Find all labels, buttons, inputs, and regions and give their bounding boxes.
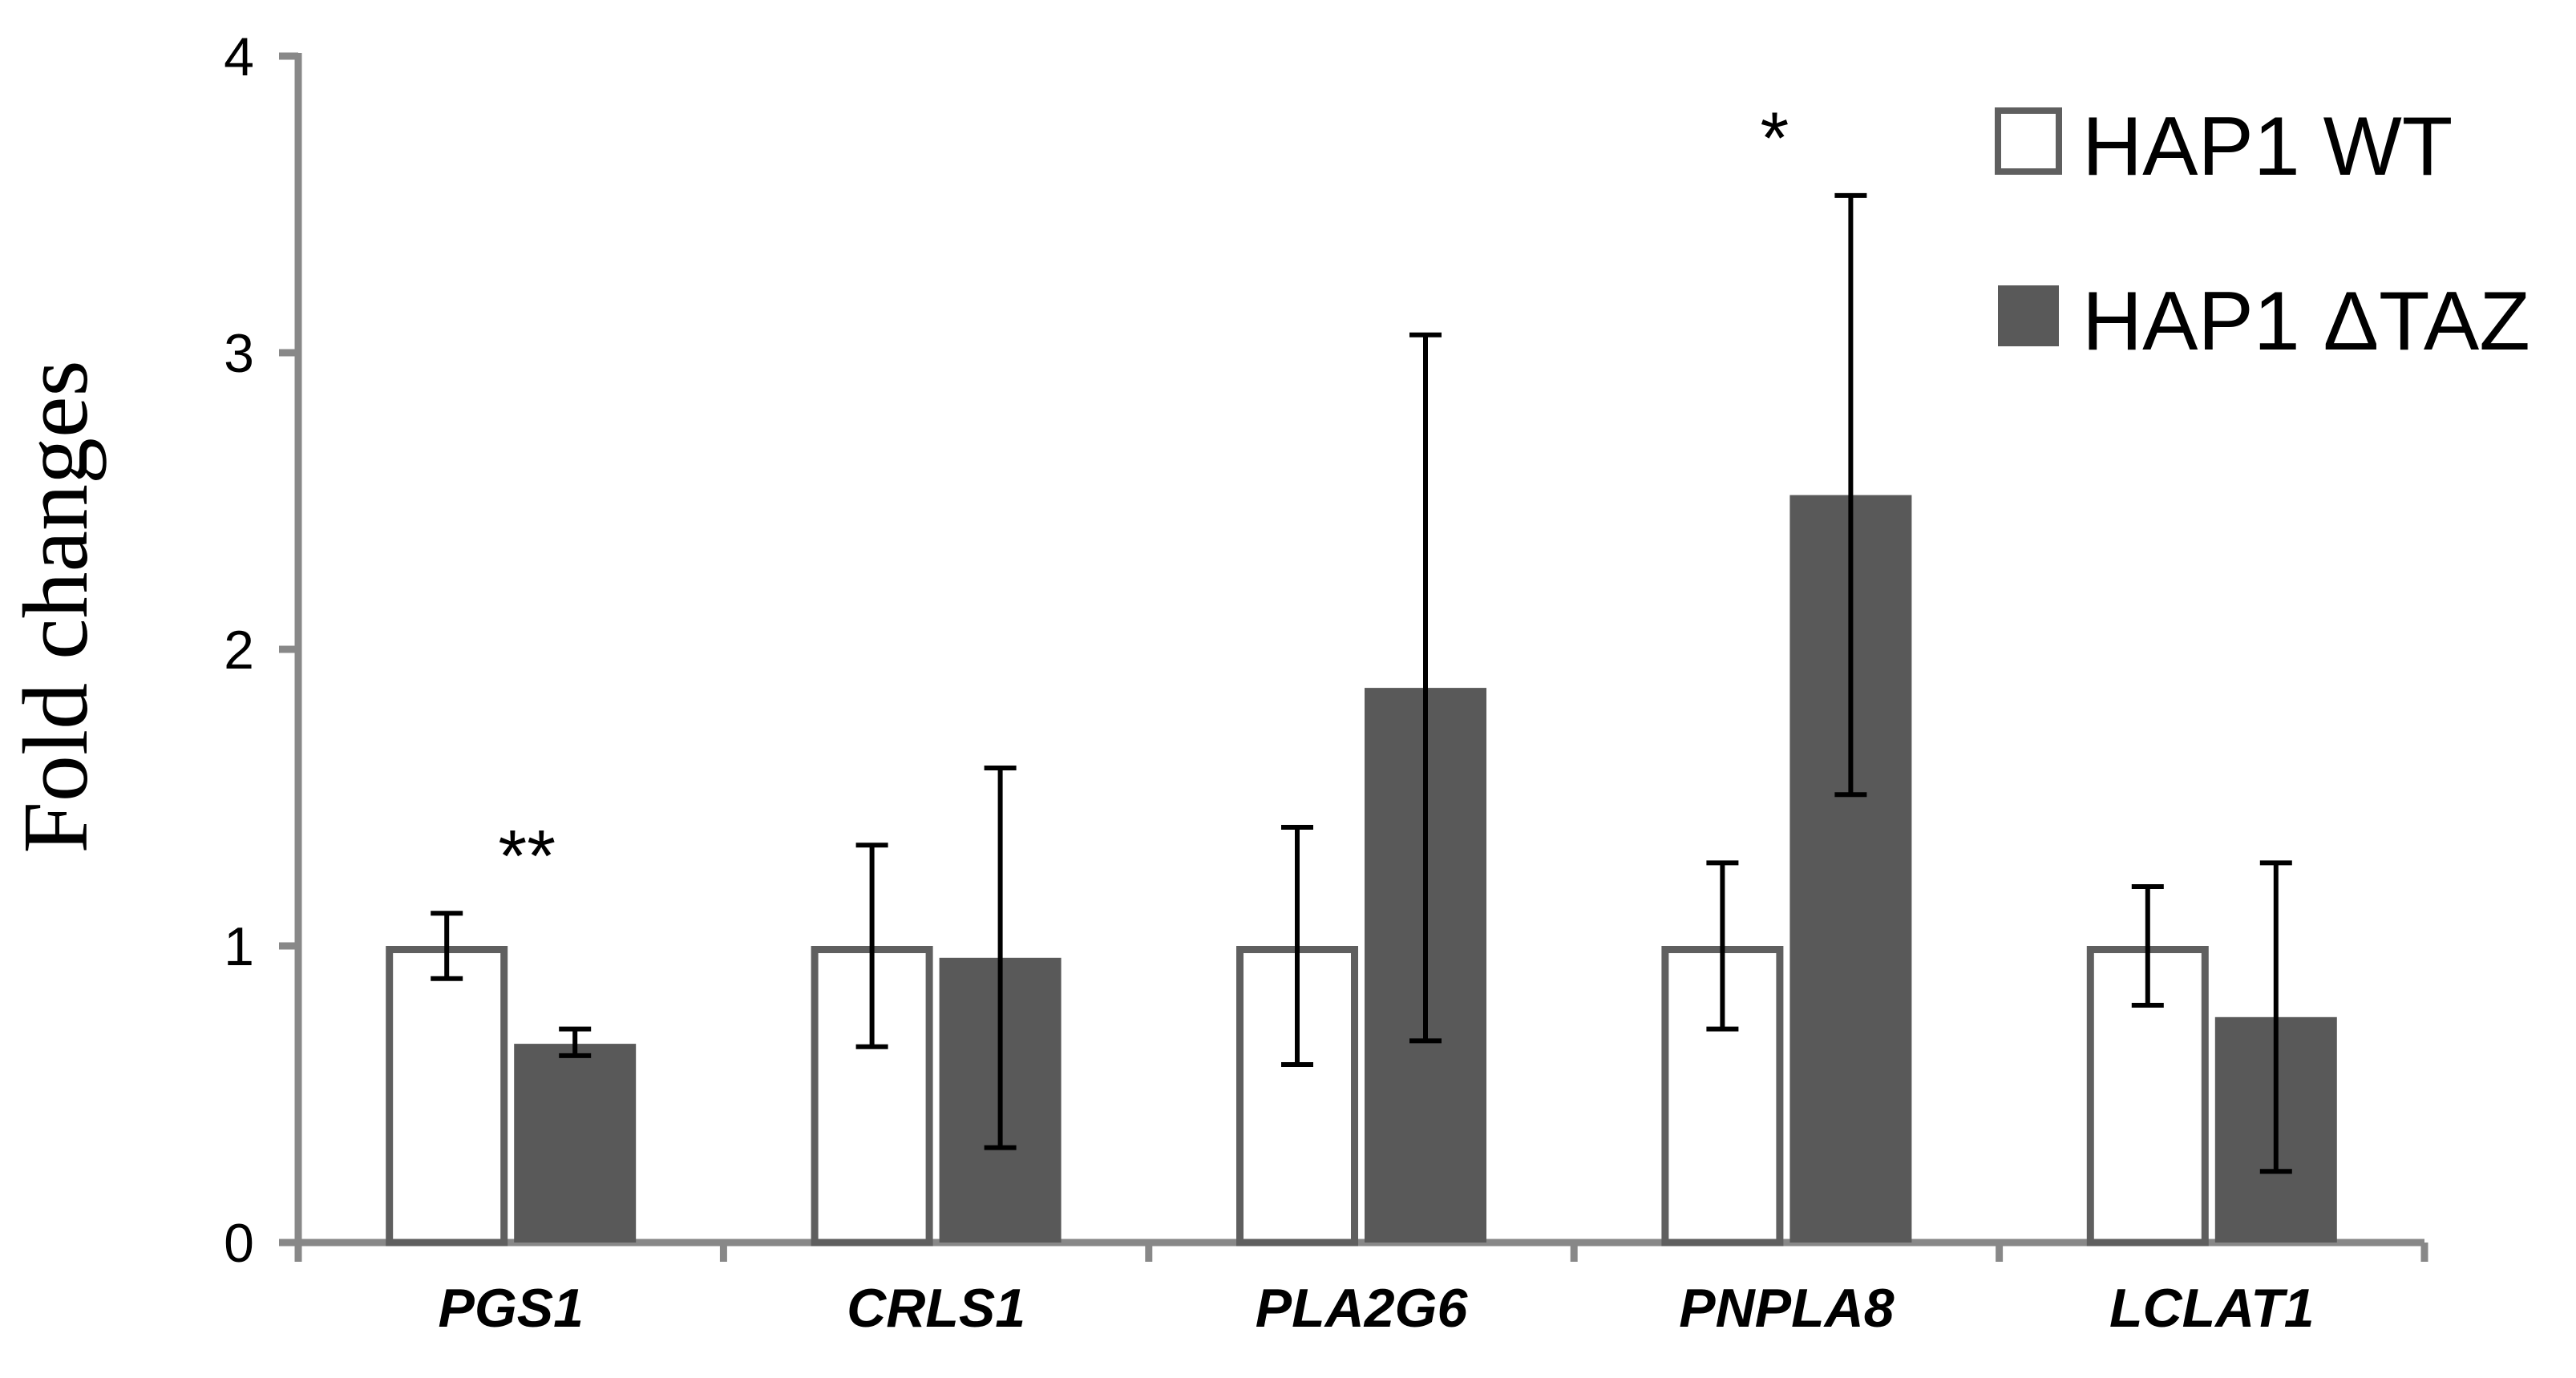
y-axis: 0 1 2 3 4: [224, 26, 302, 1274]
legend-label-wt: HAP1 WT: [2082, 100, 2453, 193]
bar-dtaz: [514, 1044, 637, 1243]
y-tick-label: 2: [224, 620, 254, 681]
legend-swatch-dtaz: [1998, 285, 2059, 346]
error-bars: [431, 192, 2292, 1174]
y-tick-label: 3: [224, 323, 254, 384]
y-tick-label: 4: [224, 26, 254, 87]
legend: HAP1 WT HAP1 ΔTAZ: [1995, 100, 2530, 368]
bar-wt: [386, 946, 508, 1247]
x-category-label: PGS1: [438, 1278, 583, 1339]
x-axis: PGS1 CRLS1 PLA2G6 PNPLA8 LCLAT1: [294, 1239, 2428, 1339]
bar-wt: [811, 946, 933, 1247]
bars: [386, 495, 2337, 1247]
x-category-label: LCLAT1: [2109, 1278, 2315, 1339]
significance-marker: **: [498, 815, 556, 897]
x-category-label: CRLS1: [847, 1278, 1025, 1339]
y-tick-label: 1: [224, 916, 254, 977]
x-category-label: PLA2G6: [1256, 1278, 1469, 1339]
significance-marker: *: [1760, 98, 1789, 180]
y-tick-label: 0: [224, 1213, 254, 1274]
legend-swatch-wt: [1995, 107, 2062, 175]
y-axis-title: Fold changes: [5, 360, 107, 853]
x-category-label: PNPLA8: [1679, 1278, 1894, 1339]
significance-annotations: ***: [498, 98, 1789, 897]
legend-label-dtaz: HAP1 ΔTAZ: [2082, 275, 2530, 368]
